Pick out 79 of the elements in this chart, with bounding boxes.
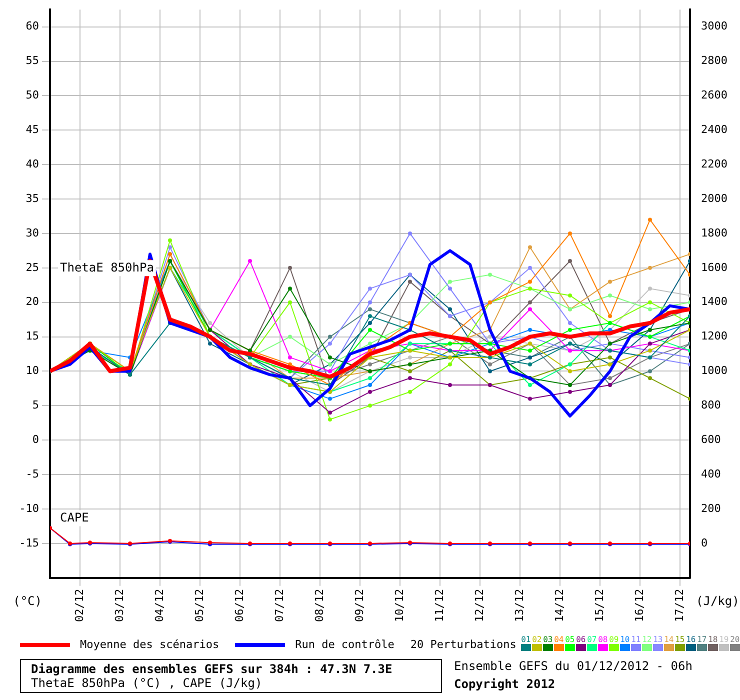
x-tick-label: 17/12 — [672, 588, 686, 622]
x-tick-label: 08/12 — [312, 588, 326, 622]
legend-label: Run de contrôle — [295, 638, 394, 651]
y2-tick-label: 2000 — [701, 192, 728, 205]
x-tick-label: 12/12 — [472, 588, 486, 622]
y-tick-label: 30 — [26, 226, 39, 240]
y2-tick-label: 400 — [701, 467, 721, 480]
x-tick-label: 04/12 — [152, 588, 166, 622]
text: 12 — [642, 635, 652, 644]
y2-tick-label: 800 — [701, 398, 721, 412]
text: 15 — [675, 635, 685, 644]
y2-tick-label: 1000 — [701, 364, 728, 378]
text: Ensemble GEFS du 01/12/2012 - 06h — [454, 659, 692, 673]
text: 02 — [532, 635, 542, 644]
x-tick-label: 02/12 — [72, 588, 86, 622]
text: 08 — [598, 635, 608, 644]
text: 09 — [609, 635, 619, 644]
y-tick-label: 15 — [26, 330, 39, 343]
y-tick-label: -15 — [19, 536, 39, 550]
y-tick-label: -5 — [26, 467, 39, 480]
text: 17 — [697, 635, 707, 644]
y2-tick-label: 2200 — [701, 157, 728, 170]
text: 14 — [664, 635, 674, 644]
annotation: ThetaE 850hPa — [60, 260, 154, 274]
x-tick-label: 10/12 — [392, 588, 406, 622]
x-tick-label: 14/12 — [552, 588, 566, 622]
y-tick-label: 35 — [26, 192, 39, 205]
text: 03 — [543, 635, 553, 644]
x-tick-label: 11/12 — [432, 588, 446, 622]
x-tick-label: 07/12 — [272, 588, 286, 622]
text: ThetaE 850hPa (°C) , CAPE (J/kg) — [31, 676, 264, 690]
y-tick-label: 10 — [26, 364, 39, 378]
y-tick-label: -10 — [19, 502, 39, 515]
y2-tick-label: 600 — [701, 432, 721, 446]
y-tick-label: 55 — [26, 54, 39, 68]
y-tick-label: 60 — [26, 20, 39, 33]
y2-tick-label: 2800 — [701, 54, 728, 68]
y-tick-label: 50 — [26, 88, 39, 102]
x-tick-label: 13/12 — [512, 588, 526, 622]
text: Copyright 2012 — [454, 677, 556, 691]
y-tick-label: 20 — [26, 295, 39, 308]
y-tick-label: 25 — [26, 260, 39, 274]
y2-axis-title: (J/kg) — [696, 594, 740, 608]
y-tick-label: 5 — [32, 398, 39, 412]
text: 11 — [631, 635, 641, 644]
y2-tick-label: 200 — [701, 502, 721, 515]
x-tick-label: 06/12 — [232, 588, 246, 622]
y-tick-label: 40 — [26, 157, 39, 170]
y2-tick-label: 1400 — [701, 295, 728, 308]
x-tick-label: 05/12 — [192, 588, 206, 622]
y2-tick-label: 2600 — [701, 88, 728, 102]
text: 13 — [653, 635, 663, 644]
x-tick-label: 15/12 — [592, 588, 606, 622]
text: 01 — [521, 635, 531, 644]
text: 05 — [565, 635, 575, 644]
text: 10 — [620, 635, 630, 644]
y2-tick-label: 3000 — [701, 20, 728, 33]
y2-tick-label: 1800 — [701, 226, 728, 240]
y2-tick-label: 1600 — [701, 260, 728, 274]
text: 16 — [686, 635, 696, 644]
y-axis-title: (°C) — [13, 594, 42, 608]
text: 07 — [587, 635, 597, 644]
y2-tick-label: 0 — [701, 536, 708, 550]
x-tick-label: 03/12 — [112, 588, 126, 622]
text: 19 — [719, 635, 729, 644]
text: 04 — [554, 635, 564, 644]
y-tick-label: 0 — [32, 432, 39, 446]
x-tick-label: 16/12 — [632, 588, 646, 622]
y-tick-label: 45 — [26, 123, 39, 136]
annotation: CAPE — [60, 510, 89, 524]
text: 20 — [730, 635, 740, 644]
text: 06 — [576, 635, 586, 644]
x-tick-label: 09/12 — [352, 588, 366, 622]
legend-title: 20 Perturbations — [410, 638, 516, 651]
legend-label: Moyenne des scénarios — [80, 638, 220, 651]
y2-tick-label: 2400 — [701, 123, 728, 136]
y2-tick-label: 1200 — [701, 330, 728, 343]
text: 18 — [708, 635, 718, 644]
text: Diagramme des ensembles GEFS sur 384h : 47.3N 7.3E — [31, 662, 394, 676]
